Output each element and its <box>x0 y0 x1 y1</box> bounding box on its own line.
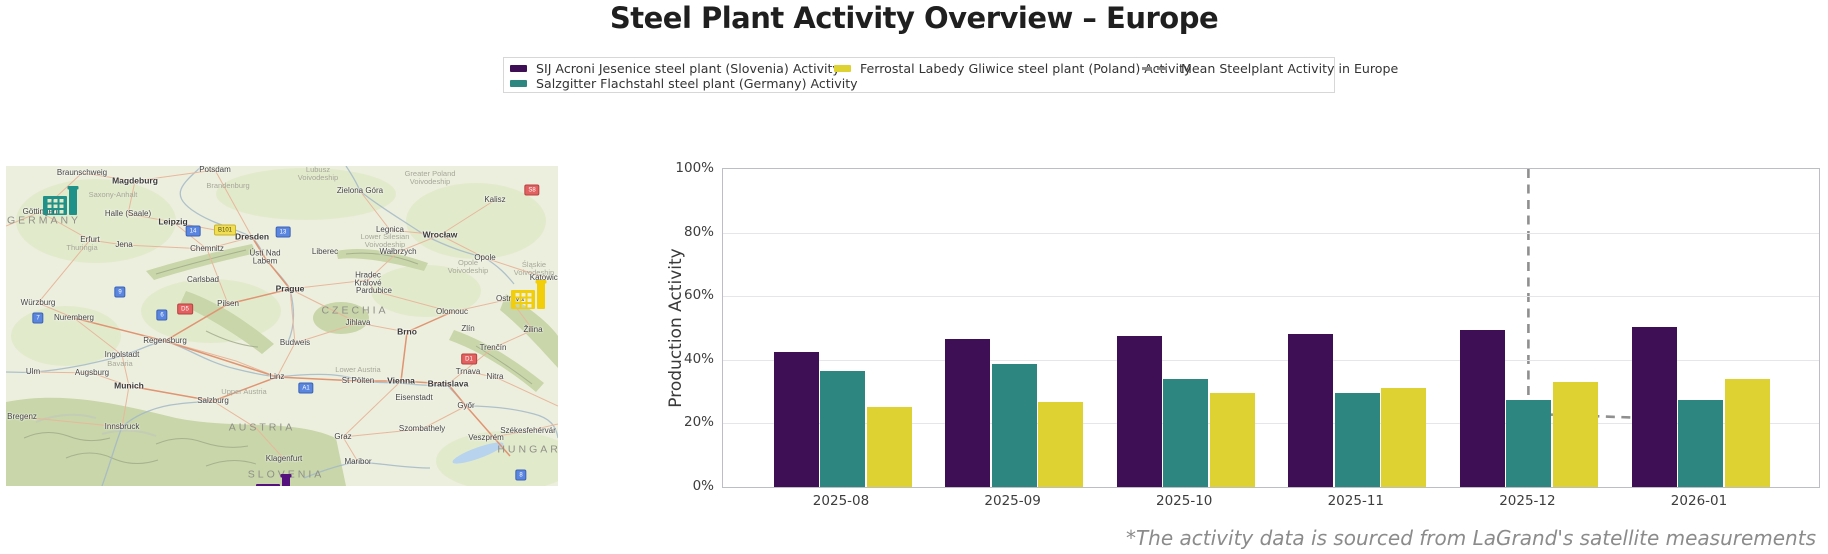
bar-2025-11-series2 <box>1381 387 1427 487</box>
bar-2025-11-series1 <box>1334 393 1380 487</box>
map-terrain <box>6 166 558 486</box>
factory-icon <box>256 474 292 486</box>
road-shield-icon: A1 <box>298 382 314 394</box>
legend-column: Mean Steelplant Activity in Europe <box>1142 61 1398 76</box>
gridline <box>723 232 1819 234</box>
road-shield-icon: 13 <box>275 226 291 238</box>
gridline <box>723 359 1819 361</box>
x-tick-label: 2025-08 <box>812 493 870 509</box>
road-shield-icon: 14 <box>185 225 201 237</box>
gridline <box>723 296 1819 298</box>
bar-2025-08-series0 <box>773 351 819 487</box>
legend-item: SIJ Acroni Jesenice steel plant (Sloveni… <box>510 61 840 76</box>
y-tick-label: 20% <box>683 414 714 431</box>
legend-swatch-icon <box>510 65 527 72</box>
road-shield-icon: D1 <box>461 353 477 365</box>
road-shield-icon: 6 <box>156 309 168 321</box>
y-axis-label: Production Activity <box>666 248 686 408</box>
gridline <box>723 423 1819 425</box>
x-tick-label: 2025-09 <box>984 493 1041 509</box>
legend-label: SIJ Acroni Jesenice steel plant (Sloveni… <box>536 61 840 76</box>
bar-2026-01-series1 <box>1678 400 1723 487</box>
bar-chart-plot-area <box>722 168 1820 488</box>
legend-item: Ferrostal Labedy Gliwice steel plant (Po… <box>834 61 1191 76</box>
legend-column: Ferrostal Labedy Gliwice steel plant (Po… <box>834 61 1191 76</box>
road-shield-icon: 7 <box>32 312 44 324</box>
bar-2026-01-series2 <box>1724 379 1770 487</box>
legend-label: Ferrostal Labedy Gliwice steel plant (Po… <box>860 61 1192 76</box>
page-title: Steel Plant Activity Overview – Europe <box>609 1 1219 35</box>
bar-2025-12-series2 <box>1552 382 1598 487</box>
legend-swatch-icon <box>510 80 527 87</box>
x-tick-label: 2026-01 <box>1670 493 1728 509</box>
bar-2025-10-series2 <box>1209 393 1255 487</box>
legend-label: Salzgitter Flachstahl steel plant (Germa… <box>536 76 858 91</box>
bar-2025-08-series2 <box>866 406 912 487</box>
bar-2025-10-series1 <box>1163 378 1209 487</box>
y-tick-label: 80% <box>683 223 714 240</box>
bar-2025-12-series1 <box>1506 399 1552 487</box>
x-tick-label: 2025-11 <box>1327 493 1384 509</box>
factory-icon <box>43 186 79 215</box>
y-tick-label: 40% <box>683 350 714 367</box>
x-tick-label: 2025-10 <box>1155 493 1213 509</box>
europe-map[interactable]: GERMANYCZECHIAAUSTRIAHUNGARYSLOVENIABran… <box>6 166 558 486</box>
source-footnote: *The activity data is sourced from LaGra… <box>1125 526 1816 550</box>
bar-2025-09-series1 <box>991 364 1037 487</box>
chart-legend: SIJ Acroni Jesenice steel plant (Sloveni… <box>503 57 1398 93</box>
factory-icon <box>511 280 547 309</box>
bar-2026-01-series0 <box>1631 327 1677 487</box>
bar-2025-09-series2 <box>1038 402 1084 487</box>
bar-2025-12-series0 <box>1459 330 1505 487</box>
legend-column: SIJ Acroni Jesenice steel plant (Sloveni… <box>510 61 858 91</box>
bar-2025-11-series0 <box>1288 334 1334 487</box>
legend-item: Salzgitter Flachstahl steel plant (Germa… <box>510 76 858 91</box>
road-shield-icon: S8 <box>524 184 540 196</box>
bar-2025-10-series0 <box>1116 336 1162 487</box>
legend-dash-icon <box>1142 65 1172 73</box>
legend-label: Mean Steelplant Activity in Europe <box>1181 61 1399 76</box>
road-shield-icon: 9 <box>114 286 126 298</box>
y-tick-label: 100% <box>675 160 714 176</box>
bar-2025-09-series0 <box>945 339 991 487</box>
legend-item: Mean Steelplant Activity in Europe <box>1142 61 1398 76</box>
y-tick-label: 0% <box>692 478 714 494</box>
road-shield-icon: B101 <box>213 224 237 236</box>
legend-swatch-icon <box>834 65 851 72</box>
y-tick-label: 60% <box>683 287 714 304</box>
road-shield-icon: 8 <box>515 469 527 481</box>
x-tick-label: 2025-12 <box>1499 493 1556 509</box>
road-shield-icon: D5 <box>177 303 193 315</box>
bar-2025-08-series1 <box>820 370 865 487</box>
